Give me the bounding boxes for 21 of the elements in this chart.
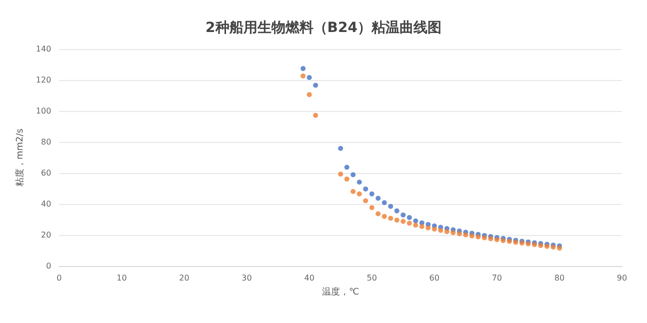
x-tick-label: 10 bbox=[116, 274, 127, 282]
y-tick-label: 80 bbox=[40, 138, 52, 146]
x-tick-label: 70 bbox=[492, 274, 502, 282]
y-tick-label: 120 bbox=[36, 76, 52, 84]
x-tick-label: 0 bbox=[56, 274, 62, 282]
x-tick-label: 60 bbox=[429, 274, 440, 282]
x-tick-label: 80 bbox=[554, 274, 565, 282]
y-tick-label: 40 bbox=[40, 200, 52, 208]
y-axis-title: 粘度，mm2/s bbox=[14, 128, 26, 186]
chart-title: 2种船用生物燃料（B24）粘温曲线图 bbox=[206, 20, 442, 36]
y-tick-label: 100 bbox=[36, 106, 52, 116]
y-tick-label: 60 bbox=[40, 168, 52, 178]
y-tick-label: 140 bbox=[36, 44, 52, 54]
y-tick-label: 0 bbox=[46, 262, 52, 270]
x-axis-title: 温度，℃ bbox=[322, 286, 360, 298]
x-tick-label: 40 bbox=[304, 274, 314, 282]
y-tick-label: 20 bbox=[40, 230, 52, 240]
x-tick-label: 30 bbox=[242, 274, 252, 282]
x-tick-label: 50 bbox=[366, 274, 377, 282]
x-tick-label: 90 bbox=[616, 274, 628, 282]
x-tick-label: 20 bbox=[179, 274, 190, 282]
